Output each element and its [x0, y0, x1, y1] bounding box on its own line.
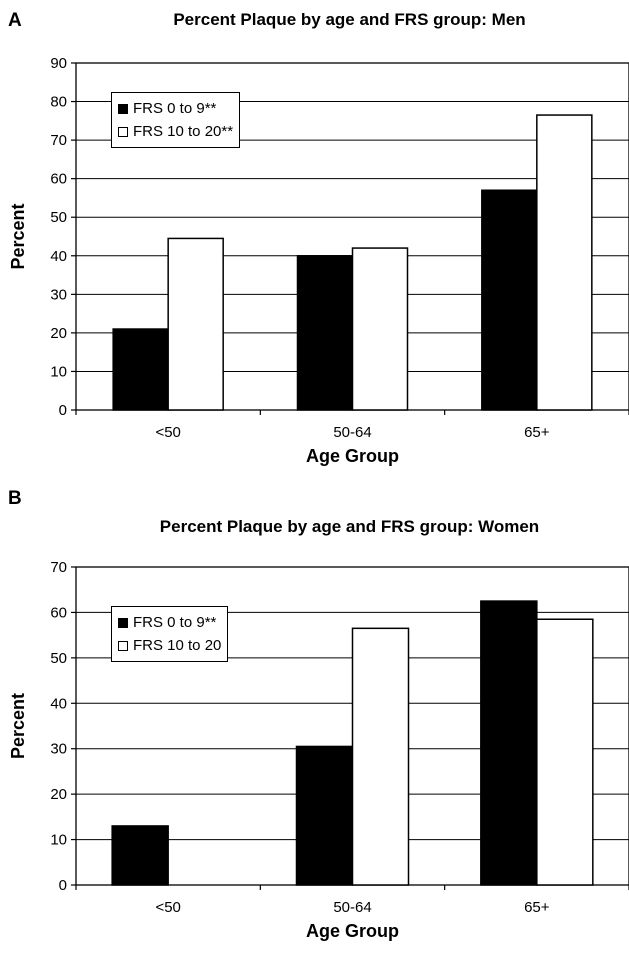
x-tick-label: 50-64 [333, 424, 371, 441]
legend-item: FRS 0 to 9** [118, 97, 233, 120]
bar [536, 114, 593, 411]
x-tick-label: 65+ [524, 424, 550, 441]
bar [295, 745, 354, 886]
y-tick-label: 10 [50, 363, 67, 380]
y-tick-label: 60 [50, 171, 67, 188]
y-tick-label: 20 [50, 325, 67, 342]
x-tick-label: <50 [155, 899, 180, 916]
bar-chart-women: 0 10 20 30 40 50 60 70 <50 50-64 65+ Age Group Perce… [8, 559, 629, 941]
x-tick-label: 50-64 [333, 899, 371, 916]
y-axis-title: Percent [8, 693, 28, 759]
legend: FRS 0 to 9** FRS 10 to 20 [111, 606, 229, 662]
y-tick-label: 50 [50, 650, 67, 667]
legend-label: FRS 10 to 20 [133, 637, 222, 654]
legend-swatch-dark [118, 103, 128, 114]
y-tick-label: 30 [50, 286, 67, 303]
legend-item: FRS 0 to 9** [118, 611, 221, 634]
y-tick-label: 80 [50, 94, 67, 111]
legend-label: FRS 10 to 20** [133, 123, 234, 140]
y-tick-label: 50 [50, 209, 67, 226]
x-axis-title: Age Group [306, 446, 399, 466]
bar [351, 247, 409, 411]
bar [112, 328, 169, 411]
x-tick-label: <50 [155, 424, 180, 441]
legend-swatch-dark [118, 617, 128, 628]
x-tick-label: 65+ [524, 899, 550, 916]
y-tick-label: 60 [50, 604, 67, 621]
bar [111, 825, 169, 886]
panel-label: B [8, 488, 22, 509]
legend-swatch-light [118, 640, 128, 651]
chart-panel-a: A Percent Plaque by age and FRS group: M… [8, 10, 629, 466]
y-tick-label: 40 [50, 248, 67, 265]
legend-swatch-light [118, 126, 128, 137]
bar [167, 237, 224, 411]
bar [480, 600, 538, 886]
y-axis-title: Percent [8, 203, 28, 269]
bar [536, 618, 594, 886]
legend-label: FRS 0 to 9** [133, 100, 217, 117]
bar [351, 627, 410, 886]
bar-chart-men: 0 10 20 30 40 50 60 70 80 90 <50 50-64 65+ Age Group P… [8, 55, 629, 466]
legend: FRS 0 to 9** FRS 10 to 20** [111, 92, 241, 148]
panel-label: A [8, 10, 22, 31]
legend-item: FRS 10 to 20 [118, 634, 221, 657]
y-tick-label: 30 [50, 741, 67, 758]
legend-label: FRS 0 to 9** [133, 614, 217, 631]
y-tick-label: 0 [59, 402, 67, 419]
x-axis-title: Age Group [306, 921, 399, 941]
y-tick-label: 20 [50, 786, 67, 803]
chart-panel-b: B Percent Plaque by age and FRS group: W… [0, 480, 629, 960]
y-tick-label: 70 [50, 132, 67, 149]
bar [296, 255, 354, 411]
y-tick-label: 40 [50, 695, 67, 712]
chart-title: Percent Plaque by age and FRS group: Men [173, 10, 526, 29]
y-tick-label: 90 [50, 55, 67, 72]
y-tick-label: 70 [50, 559, 67, 576]
chart-title: Percent Plaque by age and FRS group: Wom… [159, 517, 540, 536]
y-tick-label: 0 [59, 877, 67, 894]
y-tick-label: 10 [50, 832, 67, 849]
legend-item: FRS 10 to 20** [118, 120, 233, 143]
bar [481, 189, 538, 411]
